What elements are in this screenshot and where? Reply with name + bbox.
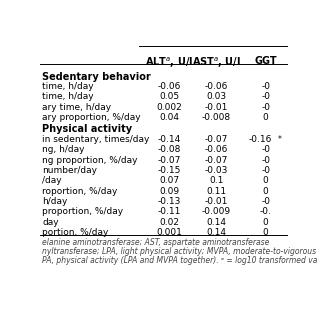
Text: -0.01: -0.01	[204, 103, 228, 112]
Text: AST$^a$, U/l: AST$^a$, U/l	[192, 56, 241, 70]
Text: PA, physical activity (LPA and MVPA together). ᵃ = log10 transformed va: PA, physical activity (LPA and MVPA toge…	[43, 256, 318, 265]
Text: -0.15: -0.15	[157, 166, 181, 175]
Text: -0: -0	[261, 156, 270, 164]
Text: -0.14: -0.14	[157, 135, 180, 144]
Text: 0.02: 0.02	[159, 218, 179, 227]
Text: -0.08: -0.08	[157, 145, 181, 154]
Text: 0.002: 0.002	[156, 103, 182, 112]
Text: Sedentary behavior: Sedentary behavior	[43, 72, 151, 82]
Text: portion, %/day: portion, %/day	[43, 228, 109, 237]
Text: -0: -0	[261, 197, 270, 206]
Text: day: day	[43, 218, 59, 227]
Text: 0: 0	[263, 113, 268, 122]
Text: -0.13: -0.13	[157, 197, 181, 206]
Text: -0: -0	[261, 166, 270, 175]
Text: 0: 0	[263, 176, 268, 185]
Text: time, h/day: time, h/day	[43, 92, 94, 101]
Text: -0.06: -0.06	[157, 82, 181, 91]
Text: -0.009: -0.009	[202, 207, 231, 216]
Text: 0.04: 0.04	[159, 113, 179, 122]
Text: 0.14: 0.14	[206, 228, 226, 237]
Text: *: *	[277, 135, 281, 144]
Text: -0.16: -0.16	[249, 135, 272, 144]
Text: -0: -0	[261, 145, 270, 154]
Text: 0.09: 0.09	[159, 187, 179, 196]
Text: 0.1: 0.1	[209, 176, 223, 185]
Text: 0.11: 0.11	[206, 187, 226, 196]
Text: -0.07: -0.07	[204, 156, 228, 164]
Text: ary time, h/day: ary time, h/day	[43, 103, 112, 112]
Text: ng, h/day: ng, h/day	[43, 145, 85, 154]
Text: 0.001: 0.001	[156, 228, 182, 237]
Text: roportion, %/day: roportion, %/day	[43, 187, 118, 196]
Text: ng proportion, %/day: ng proportion, %/day	[43, 156, 138, 164]
Text: 0.07: 0.07	[159, 176, 179, 185]
Text: -0.06: -0.06	[204, 145, 228, 154]
Text: -0.07: -0.07	[157, 156, 181, 164]
Text: number/day: number/day	[43, 166, 98, 175]
Text: elanine aminotransferase; AST, aspartate aminotransferase: elanine aminotransferase; AST, aspartate…	[43, 238, 270, 247]
Text: 0.03: 0.03	[206, 92, 226, 101]
Text: -0.07: -0.07	[204, 135, 228, 144]
Text: -0: -0	[261, 82, 270, 91]
Text: GGT: GGT	[254, 56, 277, 66]
Text: 0.05: 0.05	[159, 92, 179, 101]
Text: nyltransferase; LPA, light physical activity; MVPA, moderate-to-vigorous: nyltransferase; LPA, light physical acti…	[43, 247, 316, 256]
Text: /day: /day	[43, 176, 62, 185]
Text: Physical activity: Physical activity	[43, 124, 132, 134]
Text: -0.03: -0.03	[204, 166, 228, 175]
Text: 0: 0	[263, 228, 268, 237]
Text: 0.14: 0.14	[206, 218, 226, 227]
Text: -0.11: -0.11	[157, 207, 181, 216]
Text: -0.008: -0.008	[202, 113, 231, 122]
Text: proportion, %/day: proportion, %/day	[43, 207, 124, 216]
Text: -0: -0	[261, 92, 270, 101]
Text: ALT$^a$, U/l: ALT$^a$, U/l	[145, 56, 193, 70]
Text: in sedentary, times/day: in sedentary, times/day	[43, 135, 150, 144]
Text: ary proportion, %/day: ary proportion, %/day	[43, 113, 141, 122]
Text: -0.01: -0.01	[204, 197, 228, 206]
Text: -0.06: -0.06	[204, 82, 228, 91]
Text: 0: 0	[263, 218, 268, 227]
Text: h/day: h/day	[43, 197, 68, 206]
Text: -0.: -0.	[260, 207, 272, 216]
Text: -0: -0	[261, 103, 270, 112]
Text: 0: 0	[263, 187, 268, 196]
Text: time, h/day: time, h/day	[43, 82, 94, 91]
